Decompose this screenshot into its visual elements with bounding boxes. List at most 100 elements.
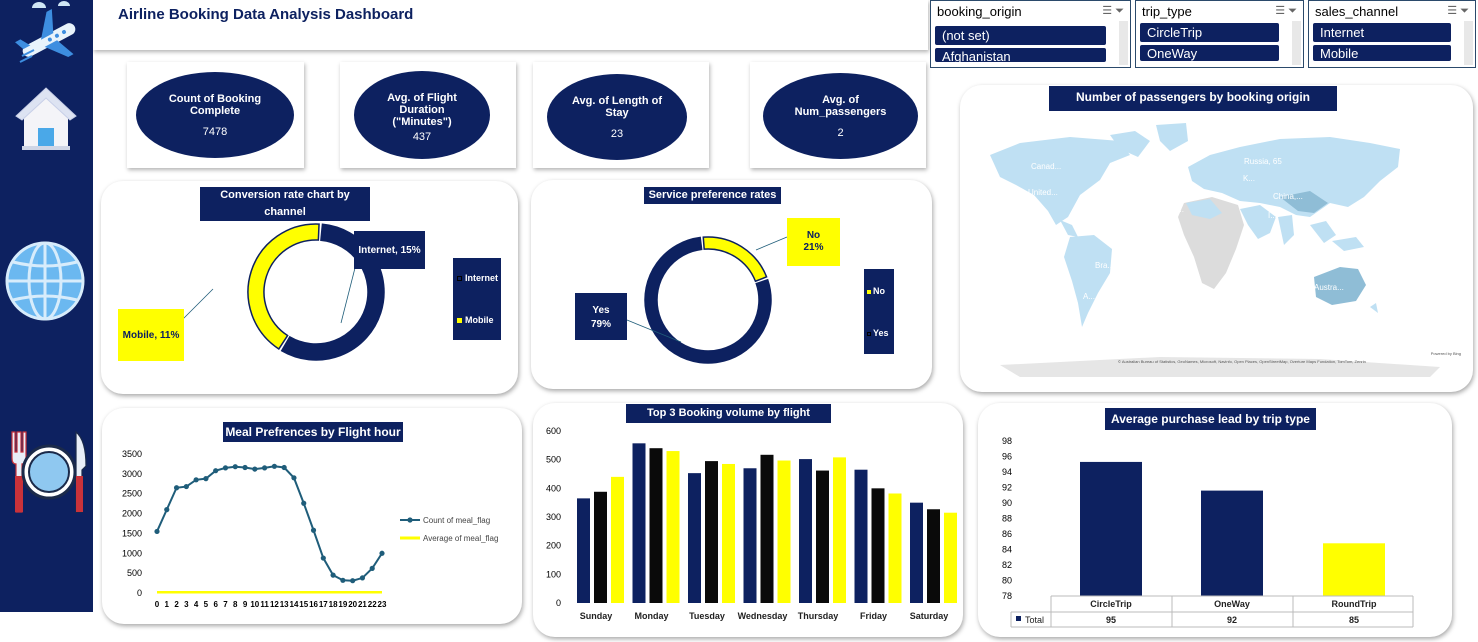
- map-label: I...: [1268, 211, 1277, 220]
- y-tick-label: 92: [1002, 483, 1012, 493]
- map-label: Russia, 65: [1244, 157, 1282, 166]
- booking-bar-chart: 600 500 400 300 200 100 0 Sunday Monday Tuesday We…: [546, 426, 957, 621]
- map-label: China,...: [1273, 192, 1303, 201]
- kpi-card-bookings: Count of Booking Complete 7478: [127, 62, 304, 168]
- conversion-chart-card: Conversion rate chart by channel Interne…: [101, 181, 518, 394]
- map-powered: Powered by Bing: [1430, 351, 1461, 356]
- x-tick-label: 8: [233, 600, 238, 609]
- x-tick-label: 9: [243, 600, 248, 609]
- slicer-title: trip_type: [1142, 3, 1192, 19]
- x-tick-label: Thursday: [798, 611, 839, 621]
- y-tick-label: 3500: [122, 449, 142, 459]
- kpi-label: Avg. of Flight Duration ("Minutes"): [387, 91, 457, 128]
- x-tick-label: RoundTrip: [1332, 599, 1377, 609]
- data-table: [1010, 595, 1414, 628]
- data-point: [340, 577, 346, 583]
- slicer-item[interactable]: (not set): [935, 26, 1106, 45]
- yes-data-label: Yes 79%: [575, 293, 627, 340]
- booking-volume-card: Top 3 Booking volume by flight day/hour …: [533, 403, 963, 637]
- meal-plate-icon[interactable]: [6, 430, 92, 516]
- home-icon[interactable]: [12, 84, 80, 152]
- leader-line: [182, 288, 214, 320]
- kpi-value: 2: [837, 126, 844, 139]
- slicer-item[interactable]: Mobile: [1313, 45, 1451, 61]
- multi-select-icon[interactable]: ☰ ⏷: [1447, 5, 1469, 17]
- y-tick-label: 3000: [122, 469, 142, 479]
- y-tick-label: 98: [1002, 436, 1012, 446]
- legend-item: Internet: [457, 273, 498, 283]
- x-tick-label: 1: [165, 600, 170, 609]
- legend-key: [1016, 616, 1021, 621]
- x-tick-label: 3: [184, 600, 189, 609]
- x-tick-label: 19: [338, 600, 347, 609]
- service-donut: [626, 236, 788, 364]
- x-tick-label: Tuesday: [689, 611, 725, 621]
- legend: Internet Mobile: [453, 258, 501, 340]
- x-tick-label: 12: [270, 600, 279, 609]
- x-tick-label: 13: [280, 600, 289, 609]
- chart-title: Conversion rate chart by channel: [200, 187, 370, 221]
- slicer-title: booking_origin: [937, 3, 1022, 19]
- x-tick-label: 11: [260, 600, 269, 609]
- scrollbar[interactable]: [1119, 21, 1128, 65]
- x-tick-label: Sunday: [580, 611, 613, 621]
- slicer-item[interactable]: OneWay: [1140, 45, 1279, 61]
- x-tick-label: Saturday: [910, 611, 949, 621]
- kpi-card-length-of-stay: Avg. of Length of Stay 23: [533, 62, 709, 168]
- y-tick-label: 2500: [122, 489, 142, 499]
- x-tick-label: 2: [174, 600, 179, 609]
- y-tick-label: 90: [1002, 498, 1012, 508]
- map-label: A...: [1172, 205, 1185, 214]
- mobile-data-label: Mobile, 11%: [118, 309, 184, 361]
- data-point: [164, 507, 170, 513]
- series-line-count: [156, 465, 383, 582]
- x-tick-label: 4: [194, 600, 199, 609]
- slicer-item[interactable]: CircleTrip: [1140, 23, 1279, 42]
- data-point: [252, 466, 258, 472]
- table-value: 92: [1227, 615, 1237, 625]
- bar: [760, 454, 774, 603]
- multi-select-icon[interactable]: ☰ ⏷: [1102, 5, 1124, 17]
- y-tick-label: 96: [1002, 452, 1012, 462]
- slicer-trip-type[interactable]: trip_type ☰ ⏷ CircleTrip OneWay: [1135, 0, 1304, 68]
- slicer-sales-channel[interactable]: sales_channel ☰ ⏷ Internet Mobile: [1308, 0, 1476, 68]
- data-point: [193, 477, 199, 483]
- legend-item: Mobile: [457, 315, 494, 325]
- scrollbar[interactable]: [1464, 21, 1473, 65]
- x-tick-label: 6: [213, 600, 218, 609]
- table-value: 85: [1349, 615, 1359, 625]
- globe-icon[interactable]: [5, 240, 85, 322]
- sidebar: [0, 0, 93, 612]
- slicer-item[interactable]: Afghanistan: [935, 48, 1106, 62]
- airplane-icon[interactable]: [14, 0, 84, 70]
- bar: [632, 443, 646, 603]
- leader-line: [755, 236, 788, 251]
- y-tick-label: 88: [1002, 514, 1012, 524]
- data-point: [213, 468, 219, 474]
- kpi-card-flight-duration: Avg. of Flight Duration ("Minutes") 437: [340, 62, 516, 168]
- bar: [1323, 543, 1385, 596]
- bar: [799, 459, 812, 603]
- mobile-slice: [247, 223, 320, 350]
- kpi-label: Avg. of Length of Stay: [571, 94, 663, 119]
- y-tick-label: 200: [546, 541, 561, 551]
- slicer-item[interactable]: Internet: [1313, 23, 1451, 42]
- x-tick-label: 15: [299, 600, 308, 609]
- data-point: [271, 463, 277, 469]
- bar: [910, 502, 923, 603]
- scrollbar[interactable]: [1292, 21, 1301, 65]
- bar: [577, 498, 590, 603]
- meal-chart-card: Meal Prefrences by Flight hour 3500 3000 2…: [102, 408, 522, 624]
- y-tick-label: 100: [546, 569, 561, 579]
- data-point: [330, 572, 336, 578]
- y-tick-label: 500: [546, 455, 561, 465]
- multi-select-icon[interactable]: ☰ ⏷: [1275, 5, 1297, 17]
- bar: [871, 488, 885, 603]
- internet-data-label: Internet, 15%: [354, 231, 425, 269]
- dashboard-title: Airline Booking Data Analysis Dashboard: [118, 6, 414, 23]
- slicer-booking-origin[interactable]: booking_origin ☰ ⏷ (not set) Afghanistan: [930, 0, 1131, 68]
- bar: [944, 512, 957, 603]
- y-tick-label: 82: [1002, 560, 1012, 570]
- x-tick-label: 18: [329, 600, 338, 609]
- kpi-label: Count of Booking Complete: [168, 92, 262, 117]
